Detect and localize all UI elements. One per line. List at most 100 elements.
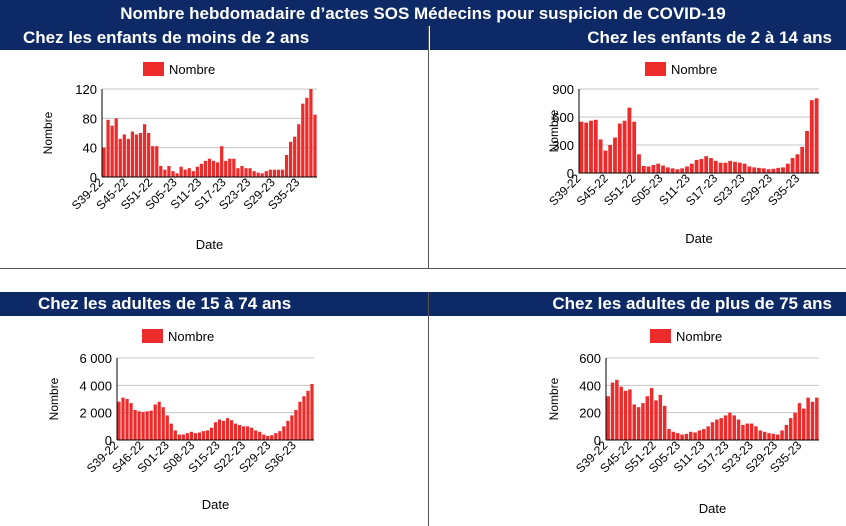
bar [189, 431, 193, 440]
bar [680, 168, 685, 173]
y-tick-label: 0 [567, 166, 574, 181]
bar [661, 165, 665, 173]
bar [149, 410, 153, 440]
legend-label: Nombre [676, 329, 722, 344]
legend-label: Nombre [169, 62, 215, 77]
bar [217, 419, 222, 440]
bar [805, 131, 809, 173]
bar [232, 158, 236, 177]
legend-swatch [142, 329, 163, 343]
bar [157, 401, 161, 440]
bar [268, 169, 272, 177]
bar [649, 388, 654, 440]
bar [761, 168, 766, 173]
bar [671, 431, 676, 440]
chart-under-2: 04080120S39-22S45-22S51-22S05-23S11-23S1… [41, 62, 317, 252]
bar [610, 382, 615, 440]
bar [675, 433, 680, 440]
divider-horizontal [0, 268, 846, 269]
bar [815, 397, 819, 440]
bar [294, 409, 298, 440]
bar [258, 431, 262, 440]
bar [195, 166, 199, 177]
bar [165, 415, 169, 440]
bar [167, 166, 171, 177]
bar [197, 432, 202, 440]
bar [274, 433, 278, 440]
bar [242, 426, 246, 440]
bar [752, 167, 757, 173]
bar [175, 173, 179, 177]
bar [305, 97, 309, 177]
bar [797, 403, 802, 440]
bar [183, 169, 187, 177]
bar [800, 146, 805, 173]
bar [651, 165, 656, 173]
bar [754, 426, 758, 440]
bar [151, 146, 155, 177]
bar [656, 163, 661, 173]
bar [608, 145, 613, 173]
bar [228, 158, 232, 177]
bar [641, 403, 645, 440]
x-axis-title: Date [699, 501, 726, 516]
bar [179, 166, 183, 177]
bar [181, 434, 185, 440]
bar [632, 121, 637, 173]
y-tick-label: 600 [552, 110, 574, 125]
legend-swatch [143, 62, 164, 76]
y-axis-title: Nombre [47, 377, 61, 420]
bar [802, 408, 806, 440]
bar [719, 418, 723, 440]
bar [130, 131, 135, 177]
bar [598, 139, 603, 173]
bar [297, 124, 301, 177]
bar [606, 396, 610, 440]
bar [225, 418, 230, 440]
bar [134, 134, 139, 177]
bar [723, 415, 728, 440]
bar [795, 154, 800, 173]
bar [584, 122, 589, 173]
bar [709, 158, 713, 173]
bar [117, 401, 121, 440]
y-tick-label: 0 [594, 433, 601, 448]
bar [142, 124, 147, 177]
bar [658, 394, 663, 440]
bar [736, 419, 741, 440]
bar [710, 422, 715, 440]
bar [213, 422, 218, 440]
bar [118, 138, 122, 177]
bar [718, 162, 723, 173]
bar [775, 434, 780, 440]
chart-2-14: 0300600900S39-22S45-22S51-22S05-23S11-23… [546, 62, 819, 246]
bar [685, 166, 689, 173]
bar [579, 121, 584, 173]
bar [302, 396, 306, 440]
bar [185, 433, 189, 440]
y-tick-label: 0 [90, 170, 97, 185]
bar [662, 405, 667, 440]
panel-title-75-plus: Chez les adultes de plus de 75 ans [430, 292, 846, 316]
bar [641, 166, 646, 173]
y-tick-label: 200 [579, 406, 601, 421]
bar [762, 431, 767, 440]
x-tick-label: S35-23 [765, 171, 802, 208]
bar [645, 396, 650, 440]
bar [790, 158, 795, 173]
y-axis-title: Nombre [41, 111, 55, 154]
bar [209, 427, 214, 440]
bar [670, 168, 675, 173]
bar [622, 120, 627, 173]
bar [310, 383, 314, 440]
bar [593, 119, 598, 173]
y-tick-label: 120 [75, 82, 97, 97]
bar [137, 411, 141, 440]
y-tick-label: 900 [552, 82, 574, 97]
bar [114, 118, 118, 177]
chart-75-plus: 0200400600S39-22S45-22S51-22S05-23S11-23… [547, 329, 819, 516]
bar [747, 166, 752, 173]
y-tick-label: 4 000 [79, 378, 112, 393]
bar [250, 427, 254, 440]
x-axis-title: Date [202, 497, 229, 512]
